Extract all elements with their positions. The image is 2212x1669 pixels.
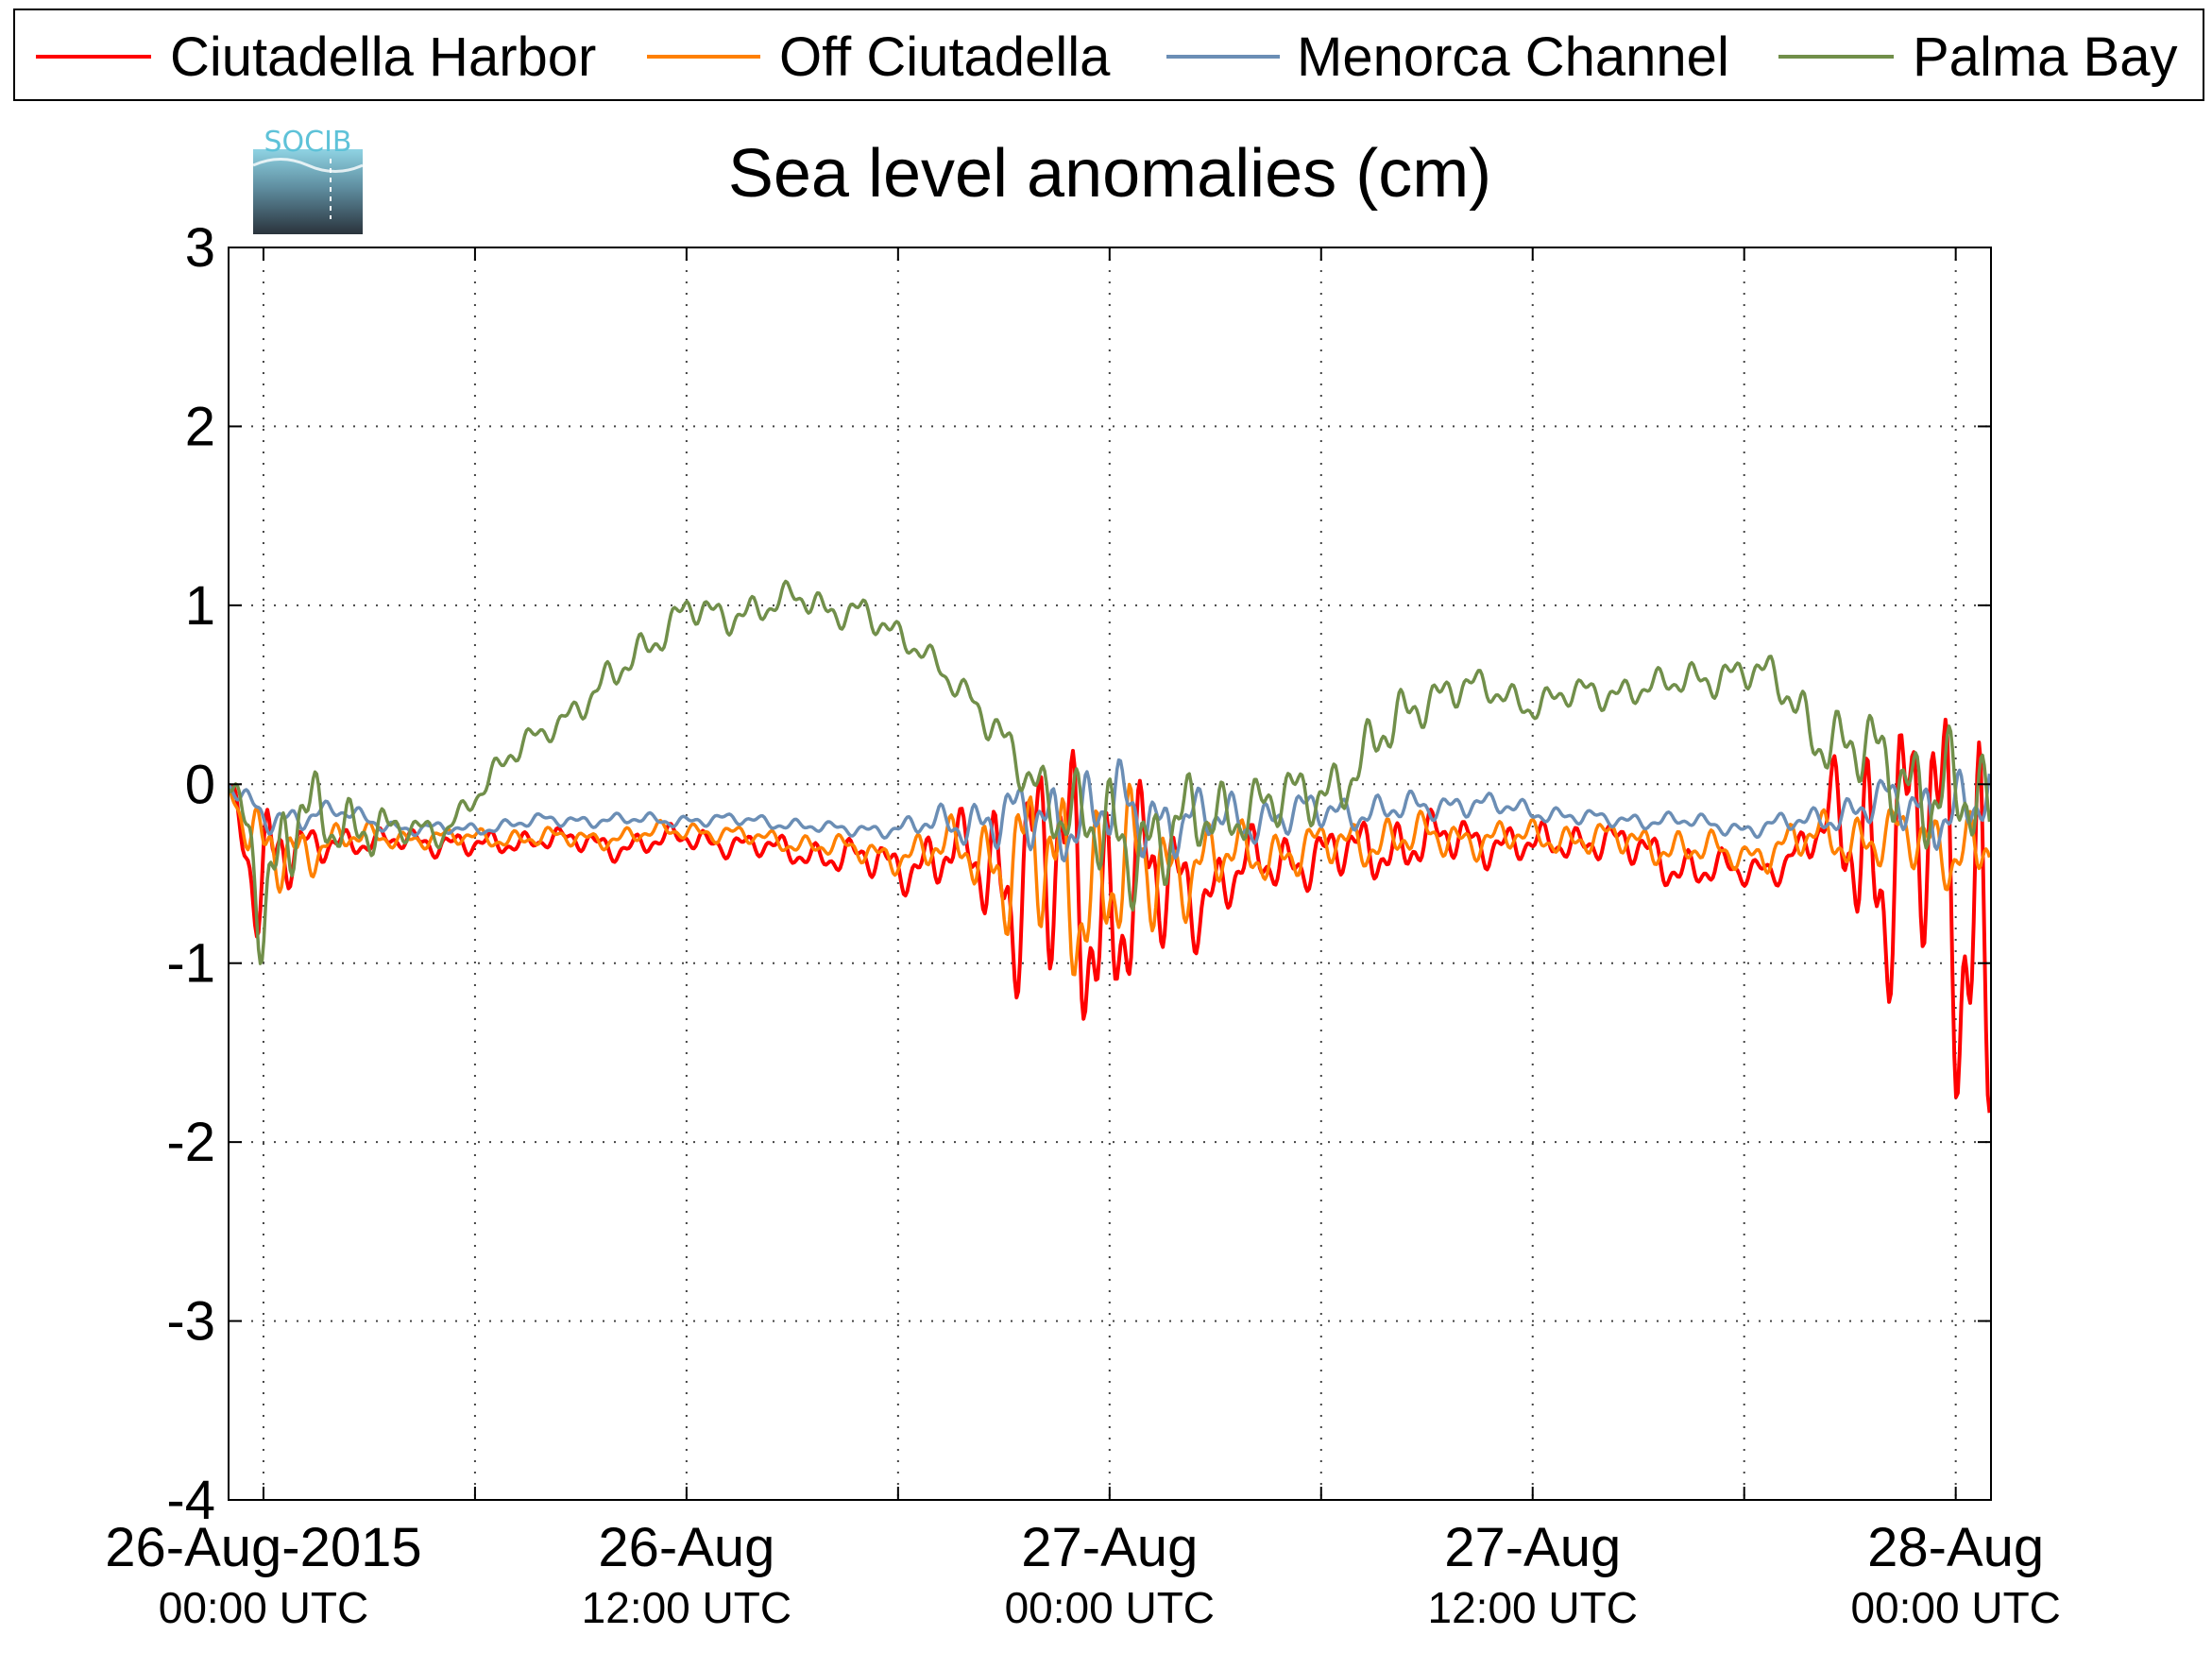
axis-ticks: [229, 247, 1991, 1501]
legend: Ciutadella Harbor Off Ciutadella Menorca…: [13, 9, 2204, 101]
series-line-ciutadella-harbor: [229, 717, 1991, 1114]
legend-item-menorca-channel: Menorca Channel: [1166, 26, 1729, 88]
y-tick-label: -3: [166, 1291, 215, 1353]
x-tick-label-time: 12:00 UTC: [1428, 1583, 1638, 1632]
x-tick-label-group: 27-Aug 00:00 UTC: [1005, 1517, 1215, 1632]
legend-item-palma-bay: Palma Bay: [1778, 26, 2177, 88]
y-tick-label: 0: [185, 754, 215, 815]
y-tick-label: -1: [166, 933, 215, 995]
x-tick-label-time: 00:00 UTC: [159, 1583, 368, 1632]
series-line-palma-bay: [229, 579, 1991, 965]
x-tick-label-group: 26-Aug-2015 00:00 UTC: [105, 1517, 421, 1632]
y-tick-label: -4: [166, 1470, 215, 1531]
series-line-menorca-channel: [229, 758, 1991, 863]
legend-label-ciutadella-harbor: Ciutadella Harbor: [170, 26, 596, 88]
legend-label-off-ciutadella: Off Ciutadella: [779, 26, 1111, 88]
y-tick-label: -2: [166, 1112, 215, 1173]
logo-graphic: [253, 149, 363, 234]
legend-item-ciutadella-harbor: Ciutadella Harbor: [36, 26, 596, 88]
x-tick-label-date: 26-Aug-2015: [105, 1517, 421, 1578]
x-tick-label-time: 12:00 UTC: [582, 1583, 791, 1632]
logo-wave: [252, 158, 364, 173]
chart-title: Sea level anomalies (cm): [728, 136, 1491, 212]
y-tick-label: 3: [185, 217, 215, 279]
series-line-off-ciutadella: [229, 782, 1991, 977]
x-tick-label-date: 27-Aug: [1021, 1517, 1198, 1578]
legend-label-menorca-channel: Menorca Channel: [1297, 26, 1729, 88]
y-axis-tick-labels: 3 2 1 0 -1 -2 -3 -4: [166, 217, 215, 1531]
x-tick-label-date: 28-Aug: [1867, 1517, 2044, 1578]
x-tick-label-date: 26-Aug: [598, 1517, 774, 1578]
series-lines: [229, 579, 1991, 1114]
x-tick-label-time: 00:00 UTC: [1850, 1583, 2060, 1632]
logo-text: SOCIB: [264, 126, 351, 159]
x-tick-label-date: 27-Aug: [1444, 1517, 1621, 1578]
y-tick-label: 2: [185, 396, 215, 457]
legend-item-off-ciutadella: Off Ciutadella: [647, 26, 1111, 88]
y-tick-label: 1: [185, 575, 215, 637]
x-tick-label-group: 27-Aug 12:00 UTC: [1428, 1517, 1638, 1632]
x-tick-label-time: 00:00 UTC: [1005, 1583, 1215, 1632]
x-tick-label-group: 26-Aug 12:00 UTC: [582, 1517, 791, 1632]
x-tick-label-group: 28-Aug 00:00 UTC: [1850, 1517, 2060, 1632]
legend-label-palma-bay: Palma Bay: [1913, 26, 2177, 88]
socib-logo: SOCIB: [252, 126, 364, 234]
grid: [229, 247, 1991, 1500]
